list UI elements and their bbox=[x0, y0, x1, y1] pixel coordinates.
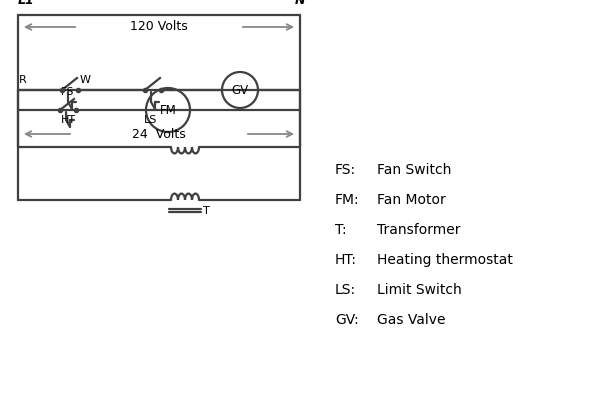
Text: GV:: GV: bbox=[335, 313, 359, 327]
Text: FS:: FS: bbox=[335, 163, 356, 177]
Text: Gas Valve: Gas Valve bbox=[377, 313, 445, 327]
Text: 24  Volts: 24 Volts bbox=[132, 128, 186, 140]
Text: LS:: LS: bbox=[335, 283, 356, 297]
Text: T:: T: bbox=[335, 223, 347, 237]
Text: FM: FM bbox=[160, 104, 176, 116]
Text: FM:: FM: bbox=[335, 193, 360, 207]
Text: L1: L1 bbox=[18, 0, 35, 7]
Text: 120 Volts: 120 Volts bbox=[130, 20, 188, 34]
Text: LS: LS bbox=[145, 115, 158, 125]
Text: N: N bbox=[295, 0, 305, 7]
Text: Limit Switch: Limit Switch bbox=[377, 283, 462, 297]
Text: T: T bbox=[203, 206, 210, 216]
Text: W: W bbox=[80, 75, 91, 85]
Text: R: R bbox=[19, 75, 27, 85]
Text: FS: FS bbox=[61, 87, 73, 97]
Text: HT: HT bbox=[60, 115, 76, 125]
Text: Transformer: Transformer bbox=[377, 223, 461, 237]
Text: HT:: HT: bbox=[335, 253, 357, 267]
Text: GV: GV bbox=[231, 84, 248, 96]
Text: Fan Switch: Fan Switch bbox=[377, 163, 451, 177]
Text: Fan Motor: Fan Motor bbox=[377, 193, 446, 207]
Text: Heating thermostat: Heating thermostat bbox=[377, 253, 513, 267]
